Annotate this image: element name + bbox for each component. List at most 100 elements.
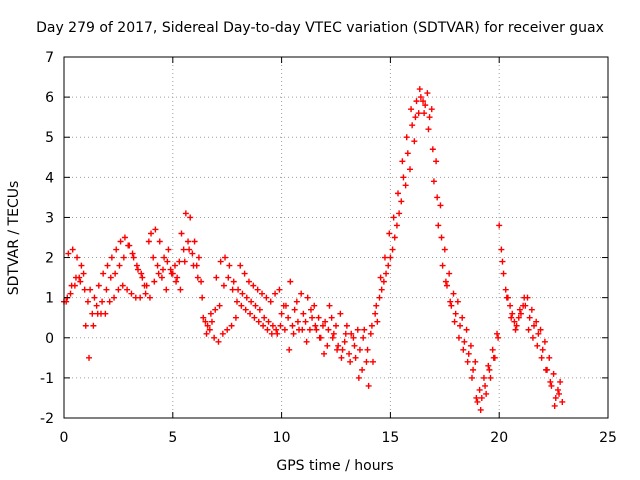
data-point [156, 238, 163, 245]
data-point [180, 246, 187, 253]
data-point [306, 326, 313, 333]
data-point [535, 330, 542, 337]
data-point [485, 362, 492, 369]
data-point [398, 198, 405, 205]
data-point [112, 270, 119, 277]
data-point [165, 246, 172, 253]
data-point [335, 342, 342, 349]
data-point [130, 254, 137, 261]
data-point [164, 258, 171, 265]
data-point [151, 278, 158, 285]
y-tick-label: 3 [45, 210, 54, 226]
data-point [125, 242, 132, 249]
data-point [341, 338, 348, 345]
data-point [343, 322, 350, 329]
data-point [486, 366, 493, 373]
data-point [77, 278, 84, 285]
data-point [438, 234, 445, 241]
data-point [299, 326, 306, 333]
data-point [245, 278, 252, 285]
data-point [152, 226, 159, 233]
data-point [473, 394, 480, 401]
data-point [293, 298, 300, 305]
data-point [383, 270, 390, 277]
data-point [396, 210, 403, 217]
data-point [487, 374, 494, 381]
data-point [206, 326, 213, 333]
data-point [108, 254, 115, 261]
data-point [160, 266, 167, 273]
data-point [521, 294, 528, 301]
data-point [182, 210, 189, 217]
y-tick-label: 7 [45, 50, 54, 66]
data-point [395, 190, 402, 197]
data-point [393, 222, 400, 229]
data-point [208, 318, 215, 325]
data-point [225, 274, 232, 281]
data-point [556, 390, 563, 397]
data-point [482, 382, 489, 389]
data-point [472, 358, 479, 365]
data-point [67, 290, 74, 297]
data-point [390, 214, 397, 221]
data-point [474, 398, 481, 405]
data-point [303, 338, 310, 345]
y-tick-label: 2 [45, 251, 54, 267]
data-point [146, 294, 153, 301]
data-point [550, 370, 557, 377]
data-point [200, 314, 207, 321]
data-point [515, 314, 522, 321]
data-point [476, 386, 483, 393]
data-point [451, 318, 458, 325]
data-point [342, 330, 349, 337]
data-point [265, 318, 272, 325]
data-point [381, 254, 388, 261]
data-point [280, 302, 287, 309]
data-point [187, 214, 194, 221]
data-point [263, 294, 270, 301]
data-point [102, 310, 109, 317]
data-point [413, 98, 420, 105]
data-point [403, 134, 410, 141]
data-point [250, 282, 257, 289]
data-point [176, 258, 183, 265]
data-point [239, 290, 246, 297]
data-point [348, 330, 355, 337]
x-axis-label: GPS time / hours [276, 458, 393, 474]
data-point [181, 258, 188, 265]
data-point [137, 294, 144, 301]
y-tick-label: 5 [45, 130, 54, 146]
data-point [539, 346, 546, 353]
data-point [465, 350, 472, 357]
data-point [509, 310, 516, 317]
data-point [256, 306, 263, 313]
data-point [311, 302, 318, 309]
data-point [508, 314, 515, 321]
data-point [300, 310, 307, 317]
data-point [412, 114, 419, 121]
data-point [211, 334, 218, 341]
data-point [247, 310, 254, 317]
data-point [557, 378, 564, 385]
data-point [460, 346, 467, 353]
data-point [429, 146, 436, 153]
data-point [400, 174, 407, 181]
data-point [116, 262, 123, 269]
data-point [408, 106, 415, 113]
data-point [259, 290, 266, 297]
data-point [241, 270, 248, 277]
data-point [99, 298, 106, 305]
data-point [402, 182, 409, 189]
data-point [154, 262, 161, 269]
data-point [426, 114, 433, 121]
data-point [330, 330, 337, 337]
data-point [204, 322, 211, 329]
data-point [387, 254, 394, 261]
data-point [173, 278, 180, 285]
data-point [373, 302, 380, 309]
data-point [302, 318, 309, 325]
data-point [290, 330, 297, 337]
data-point [230, 278, 237, 285]
data-point [439, 262, 446, 269]
data-point [352, 354, 359, 361]
